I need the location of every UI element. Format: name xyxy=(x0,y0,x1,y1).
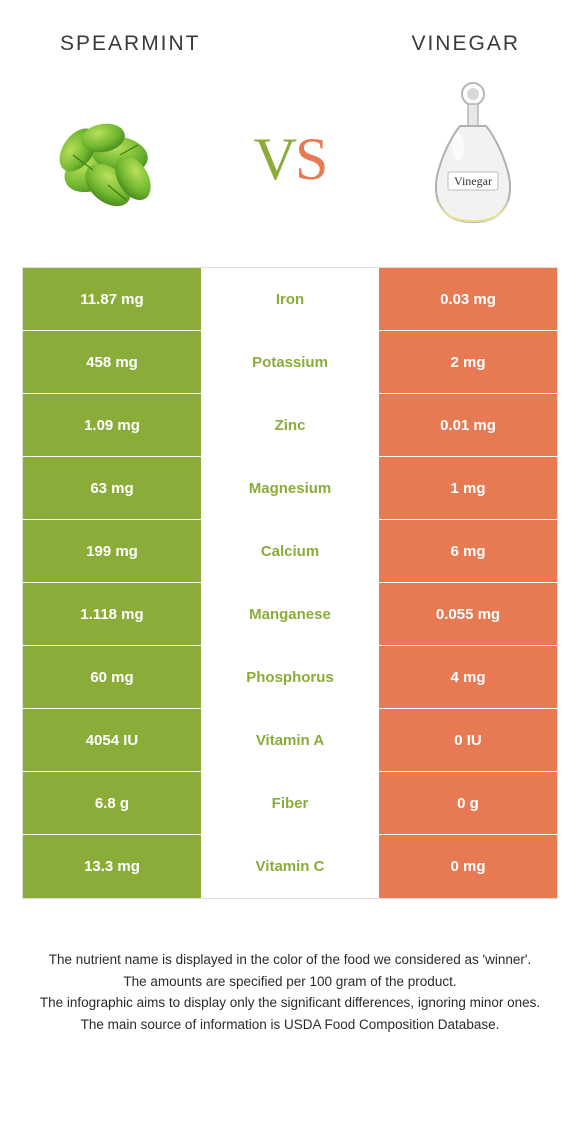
nutrient-name: Manganese xyxy=(201,583,379,645)
vs-v: V xyxy=(254,126,295,192)
right-value: 0.055 mg xyxy=(379,583,557,645)
vinegar-image: Vinegar xyxy=(395,82,550,237)
nutrient-name: Vitamin C xyxy=(201,835,379,898)
right-value: 0 IU xyxy=(379,709,557,771)
left-value: 1.09 mg xyxy=(23,394,201,456)
right-value: 0.03 mg xyxy=(379,268,557,330)
bottle-icon: Vinegar xyxy=(418,82,528,237)
left-title: Spearmint xyxy=(60,32,201,56)
vs-label: VS xyxy=(254,125,327,194)
table-row: 4054 IUVitamin A0 IU xyxy=(23,709,557,772)
nutrient-name: Phosphorus xyxy=(201,646,379,708)
table-row: 1.118 mgManganese0.055 mg xyxy=(23,583,557,646)
left-value: 11.87 mg xyxy=(23,268,201,330)
footer-line: The nutrient name is displayed in the co… xyxy=(30,949,550,971)
table-row: 199 mgCalcium6 mg xyxy=(23,520,557,583)
images-row: VS Vinegar xyxy=(0,72,580,267)
vs-s: S xyxy=(295,126,326,192)
nutrient-name: Potassium xyxy=(201,331,379,393)
left-value: 199 mg xyxy=(23,520,201,582)
footer-line: The main source of information is USDA F… xyxy=(30,1014,550,1036)
right-value: 2 mg xyxy=(379,331,557,393)
table-row: 1.09 mgZinc0.01 mg xyxy=(23,394,557,457)
right-value: 0.01 mg xyxy=(379,394,557,456)
right-value: 0 g xyxy=(379,772,557,834)
left-value: 60 mg xyxy=(23,646,201,708)
right-value: 1 mg xyxy=(379,457,557,519)
nutrient-name: Zinc xyxy=(201,394,379,456)
header: Spearmint Vinegar xyxy=(0,0,580,72)
table-row: 13.3 mgVitamin C0 mg xyxy=(23,835,557,898)
table-row: 458 mgPotassium2 mg xyxy=(23,331,557,394)
left-value: 1.118 mg xyxy=(23,583,201,645)
left-value: 4054 IU xyxy=(23,709,201,771)
table-row: 11.87 mgIron0.03 mg xyxy=(23,268,557,331)
bottle-label-text: Vinegar xyxy=(454,174,492,188)
left-value: 6.8 g xyxy=(23,772,201,834)
table-row: 6.8 gFiber0 g xyxy=(23,772,557,835)
nutrient-name: Iron xyxy=(201,268,379,330)
left-value: 458 mg xyxy=(23,331,201,393)
nutrient-table: 11.87 mgIron0.03 mg458 mgPotassium2 mg1.… xyxy=(22,267,558,899)
footer-notes: The nutrient name is displayed in the co… xyxy=(0,899,580,1035)
table-row: 63 mgMagnesium1 mg xyxy=(23,457,557,520)
nutrient-name: Vitamin A xyxy=(201,709,379,771)
right-value: 0 mg xyxy=(379,835,557,898)
table-row: 60 mgPhosphorus4 mg xyxy=(23,646,557,709)
nutrient-name: Fiber xyxy=(201,772,379,834)
spearmint-image xyxy=(30,82,185,237)
nutrient-name: Calcium xyxy=(201,520,379,582)
right-value: 4 mg xyxy=(379,646,557,708)
right-value: 6 mg xyxy=(379,520,557,582)
mint-icon xyxy=(38,100,178,220)
nutrient-name: Magnesium xyxy=(201,457,379,519)
left-value: 63 mg xyxy=(23,457,201,519)
left-value: 13.3 mg xyxy=(23,835,201,898)
footer-line: The infographic aims to display only the… xyxy=(30,992,550,1014)
right-title: Vinegar xyxy=(411,32,520,56)
footer-line: The amounts are specified per 100 gram o… xyxy=(30,971,550,993)
